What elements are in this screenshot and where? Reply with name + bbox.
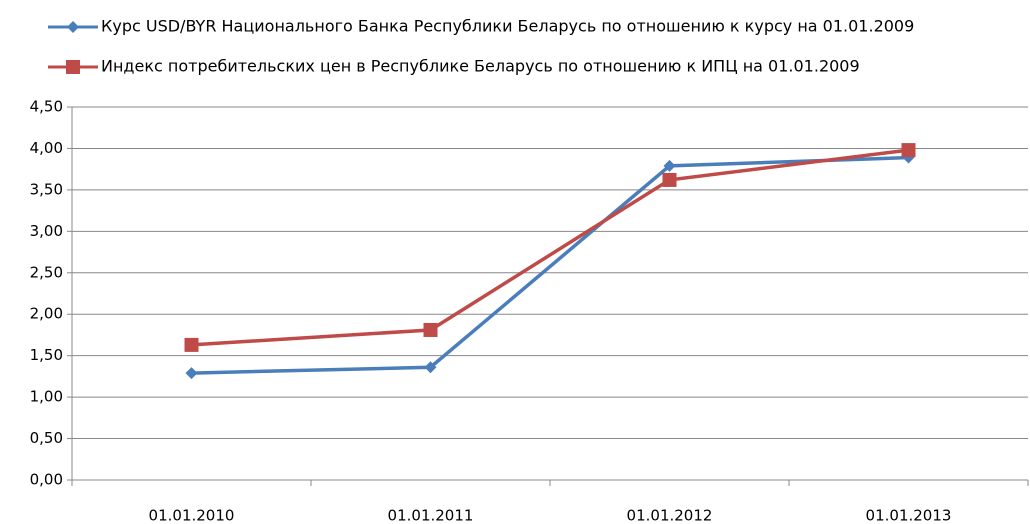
x-tick-label: 01.01.2012 xyxy=(627,507,713,524)
legend-label: Курс USD/BYR Национального Банка Республ… xyxy=(101,17,914,36)
legend-marker xyxy=(66,60,80,74)
x-tick-label: 01.01.2010 xyxy=(149,507,235,524)
series-line xyxy=(191,155,909,375)
y-tick-label: 2,50 xyxy=(30,263,63,281)
y-tick-label: 0,50 xyxy=(30,429,63,447)
marker xyxy=(424,361,437,374)
y-tick-label: 1,50 xyxy=(30,346,63,364)
x-tick-label: 01.01.2011 xyxy=(388,507,474,524)
y-tick-label: 3,50 xyxy=(30,180,63,198)
y-tick-label: 2,00 xyxy=(30,305,63,323)
legend-marker xyxy=(67,21,79,33)
series-line xyxy=(191,148,909,347)
marker xyxy=(185,367,198,380)
y-tick-label: 1,00 xyxy=(30,388,63,406)
y-tick-label: 0,00 xyxy=(30,471,63,489)
legend-label: Индекс потребительских цен в Республике … xyxy=(101,57,860,76)
marker xyxy=(184,337,199,352)
marker xyxy=(663,159,676,172)
y-tick-label: 4,50 xyxy=(30,98,63,116)
marker xyxy=(901,143,916,158)
marker xyxy=(423,322,438,337)
x-tick-label: 01.01.2013 xyxy=(866,507,952,524)
y-tick-label: 3,00 xyxy=(30,222,63,240)
marker xyxy=(662,172,677,187)
y-tick-label: 4,00 xyxy=(30,139,63,157)
